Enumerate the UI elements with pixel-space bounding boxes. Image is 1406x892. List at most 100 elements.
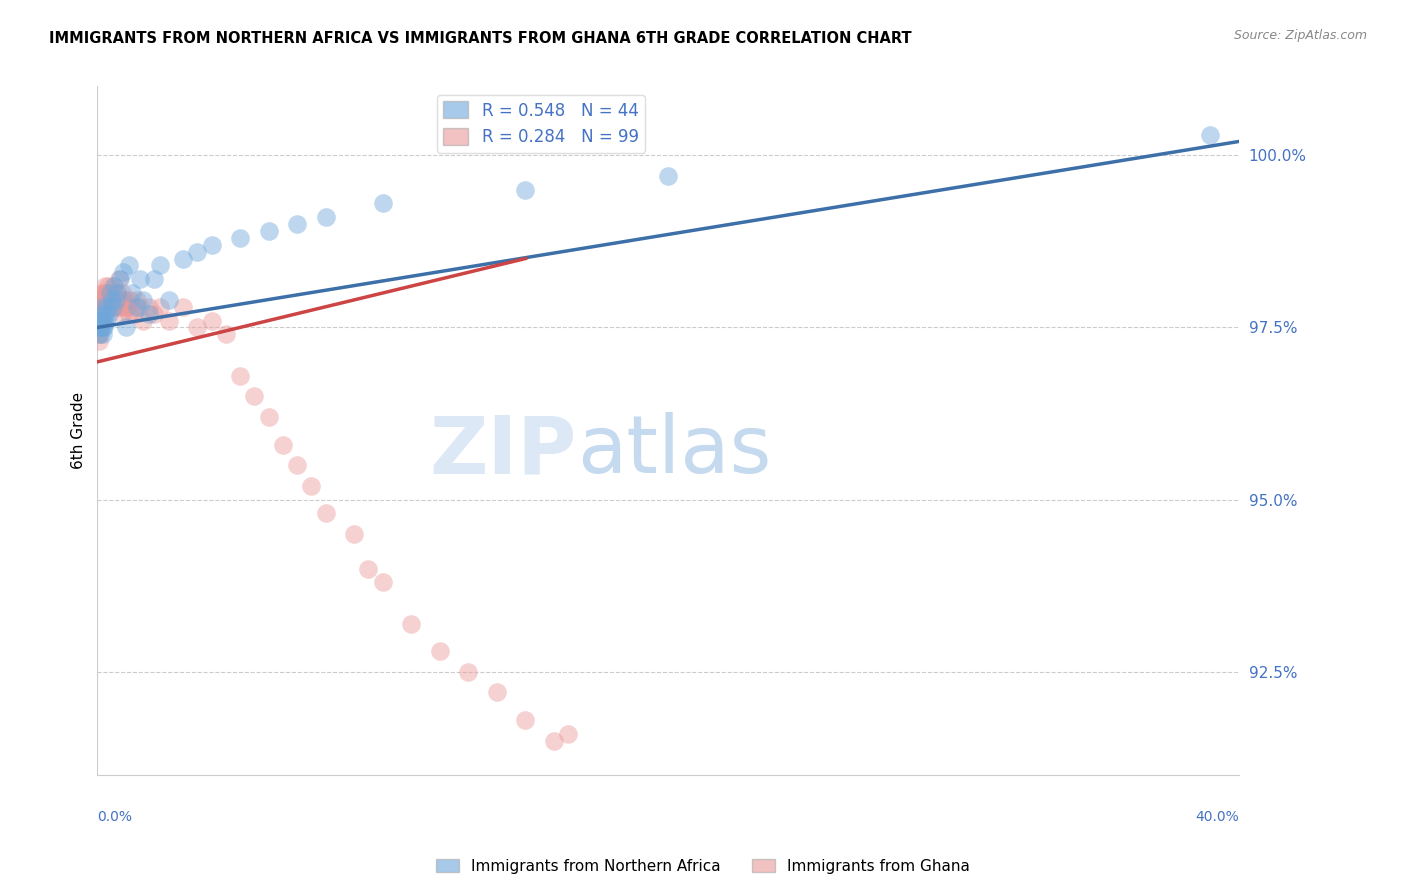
Point (118, 307, 141, 321)
Point (90, 293, 112, 307)
Point (121, 300, 143, 314)
Point (89, 313, 111, 327)
Point (97, 293, 120, 307)
Point (127, 293, 149, 307)
Point (1199, 128, 1222, 142)
Point (105, 285, 128, 300)
Point (143, 307, 166, 321)
Point (200, 237, 222, 252)
Point (515, 713, 537, 727)
Point (87, 334, 110, 349)
Point (101, 293, 124, 307)
Point (87, 320, 110, 334)
Point (98, 300, 121, 314)
Point (89, 320, 111, 334)
Point (93, 307, 115, 321)
Text: 40.0%: 40.0% (1195, 810, 1239, 823)
Point (94, 300, 117, 314)
Point (138, 307, 160, 321)
Point (90, 293, 112, 307)
Point (100, 293, 122, 307)
Point (94, 313, 117, 327)
Point (91, 307, 114, 321)
Point (172, 300, 194, 314)
Point (457, 665, 479, 679)
Point (543, 733, 565, 747)
Point (93, 313, 115, 327)
Point (143, 272, 166, 286)
Point (157, 293, 180, 307)
Point (93, 293, 115, 307)
Point (104, 293, 127, 307)
Point (91, 293, 114, 307)
Point (271, 437, 294, 451)
Point (90, 313, 112, 327)
Point (229, 368, 252, 383)
Point (124, 307, 146, 321)
Point (89, 313, 111, 327)
Point (110, 285, 132, 300)
Point (111, 307, 134, 321)
Point (120, 293, 142, 307)
Point (93, 285, 115, 300)
Point (186, 244, 208, 259)
Point (121, 285, 143, 300)
Point (87, 307, 110, 321)
Point (87, 313, 110, 327)
Point (91, 307, 114, 321)
Point (94, 307, 117, 321)
Text: Source: ZipAtlas.com: Source: ZipAtlas.com (1233, 29, 1367, 42)
Point (100, 293, 122, 307)
Point (315, 211, 337, 225)
Point (89, 313, 111, 327)
Point (94, 279, 117, 293)
Legend: R = 0.548   N = 44, R = 0.284   N = 99: R = 0.548 N = 44, R = 0.284 N = 99 (437, 95, 645, 153)
Point (114, 300, 136, 314)
Point (285, 217, 308, 231)
Point (108, 272, 131, 286)
Point (112, 293, 135, 307)
Point (91, 300, 114, 314)
Point (138, 300, 160, 314)
Point (105, 293, 128, 307)
Point (87, 320, 110, 334)
Point (132, 293, 155, 307)
Point (108, 293, 131, 307)
Point (89, 300, 111, 314)
Point (90, 307, 112, 321)
Point (515, 183, 537, 197)
Point (107, 272, 129, 286)
Point (186, 320, 208, 334)
Point (89, 300, 111, 314)
Point (149, 300, 172, 314)
Point (90, 313, 112, 327)
Point (105, 285, 128, 300)
Legend: Immigrants from Northern Africa, Immigrants from Ghana: Immigrants from Northern Africa, Immigra… (430, 853, 976, 880)
Text: atlas: atlas (576, 412, 770, 491)
Point (343, 527, 366, 541)
Point (149, 259, 172, 273)
Point (129, 272, 152, 286)
Point (401, 616, 423, 631)
Point (94, 285, 117, 300)
Point (657, 169, 679, 183)
Point (103, 279, 125, 293)
Point (87, 327, 110, 342)
Point (285, 458, 308, 473)
Point (97, 279, 120, 293)
Point (96, 293, 118, 307)
Point (299, 479, 322, 493)
Point (215, 327, 238, 342)
Point (557, 727, 579, 741)
Point (257, 409, 280, 424)
Point (315, 507, 337, 521)
Point (91, 320, 114, 334)
Point (93, 300, 115, 314)
Point (118, 259, 141, 273)
Point (93, 320, 115, 334)
Point (101, 300, 124, 314)
Point (103, 285, 125, 300)
Text: IMMIGRANTS FROM NORTHERN AFRICA VS IMMIGRANTS FROM GHANA 6TH GRADE CORRELATION C: IMMIGRANTS FROM NORTHERN AFRICA VS IMMIG… (49, 31, 912, 46)
Point (90, 307, 112, 321)
Text: 0.0%: 0.0% (97, 810, 132, 823)
